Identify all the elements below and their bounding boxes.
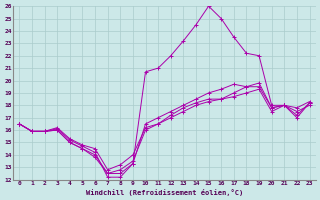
X-axis label: Windchill (Refroidissement éolien,°C): Windchill (Refroidissement éolien,°C) — [86, 189, 243, 196]
